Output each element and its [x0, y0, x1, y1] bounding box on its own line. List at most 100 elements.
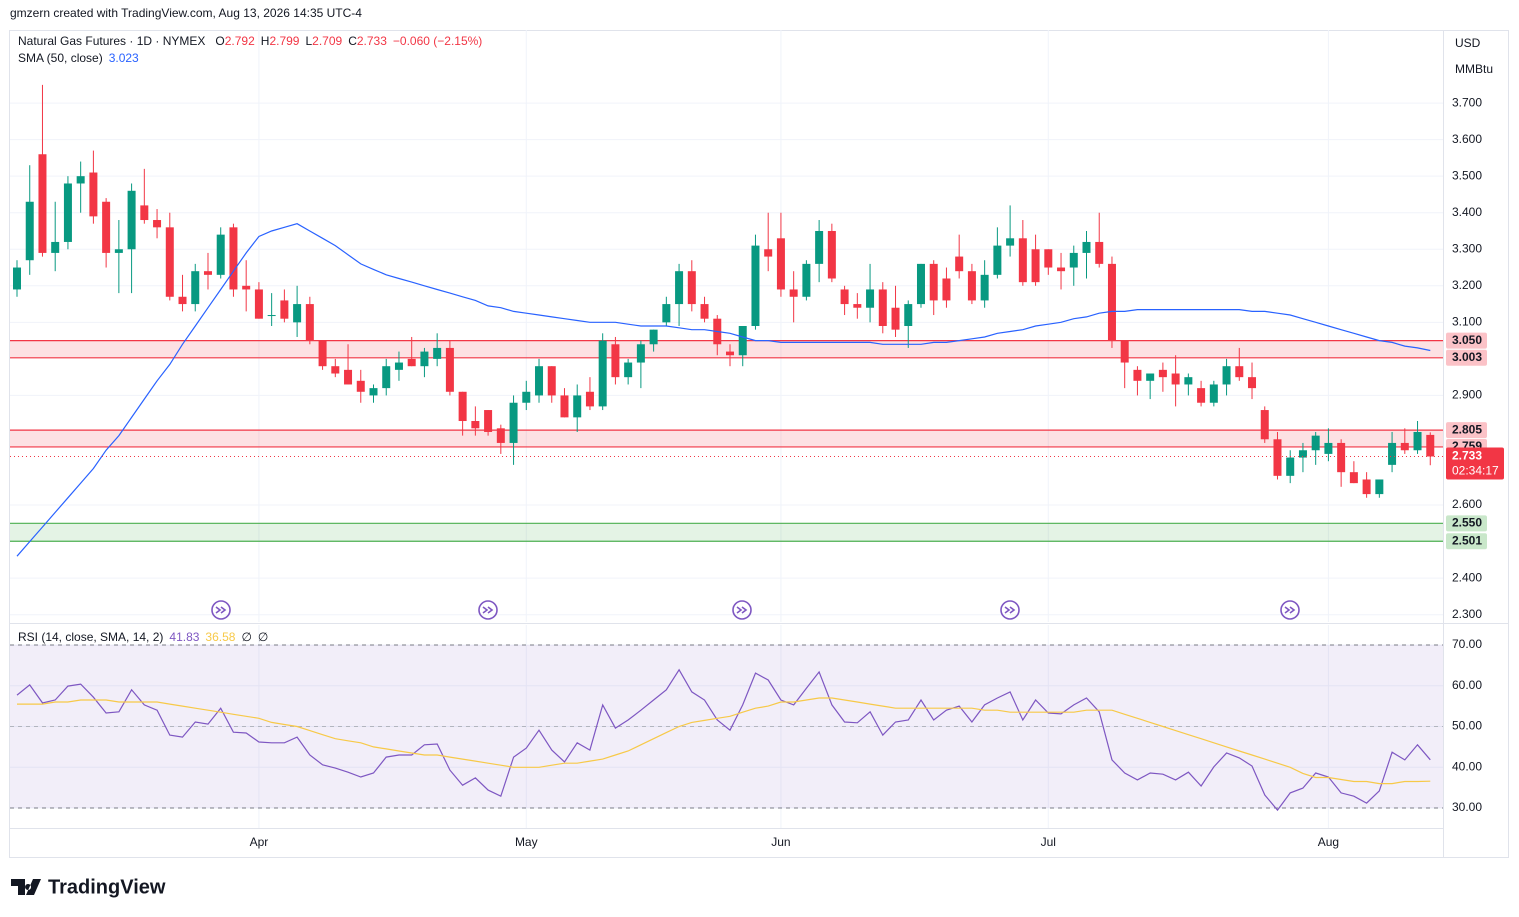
candle-body: [878, 289, 887, 326]
footer-logo: TradingView: [11, 876, 166, 898]
candle-body: [1324, 442, 1333, 454]
candle-body: [433, 347, 442, 359]
candle-body: [687, 271, 696, 305]
candle-body: [331, 366, 340, 374]
candle-body: [585, 391, 594, 407]
y-tick-label: 2.900: [1452, 388, 1482, 402]
candle-body: [815, 230, 824, 264]
candle-body: [547, 366, 556, 396]
sma-line: [16, 223, 1431, 557]
candle-body: [840, 289, 849, 305]
rsi-value: 36.58: [205, 630, 235, 644]
y-tick-label: 3.300: [1452, 241, 1482, 255]
candle-body: [305, 304, 314, 341]
candle-body: [1057, 267, 1066, 272]
candle-body: [344, 369, 353, 385]
event-icon[interactable]: [732, 600, 752, 620]
zone: [10, 430, 1443, 447]
candle-body: [904, 304, 913, 326]
candle-body: [318, 340, 327, 367]
sma-name: SMA (50, close): [18, 51, 103, 65]
candle-body: [1248, 377, 1257, 389]
candle-body: [1413, 431, 1422, 451]
candle-body: [242, 285, 251, 290]
candle-body: [1031, 249, 1040, 283]
event-icons: [211, 600, 1300, 620]
candle-body: [1044, 249, 1053, 268]
zone: [10, 340, 1443, 358]
currency: USD: [1455, 36, 1481, 50]
candle-body: [1426, 434, 1435, 457]
candle-body: [891, 307, 900, 330]
logo-icon: [11, 879, 41, 895]
zone-label-bg: [1446, 533, 1487, 550]
rsi-value: 41.83: [169, 630, 199, 644]
rsi-na: ∅: [258, 630, 268, 644]
countdown: 02:34:17: [1452, 464, 1499, 478]
rsi-line: [17, 697, 1431, 785]
candle-body: [1362, 479, 1371, 495]
ohlc-key: L: [305, 34, 312, 48]
candle-body: [458, 391, 467, 422]
candle-body: [394, 362, 403, 370]
zone-label-bg: [1446, 332, 1487, 349]
event-icon[interactable]: [211, 600, 231, 620]
y-tick-label: 2.300: [1452, 607, 1482, 621]
candle-body: [993, 245, 1002, 275]
candle-body: [1337, 442, 1346, 473]
candle-body: [293, 304, 302, 323]
symbol-legend: Natural Gas Futures · 1D · NYMEX O2.792 H2…: [18, 34, 482, 48]
candle-body: [929, 263, 938, 301]
candle-body: [1222, 366, 1231, 385]
candle-body: [700, 304, 709, 319]
event-icon[interactable]: [478, 600, 498, 620]
ohlc-key: H: [261, 34, 270, 48]
rsi-tick-label: 60.00: [1452, 678, 1482, 692]
candle-body: [496, 428, 505, 443]
candle-body: [38, 154, 47, 253]
ohlc-value: 2.799: [269, 34, 299, 48]
candle-body: [866, 289, 875, 308]
brand: TradingView: [48, 876, 166, 898]
y-tick-label: 3.700: [1452, 95, 1482, 109]
zone-label: 2.805: [1452, 422, 1482, 436]
candle-body: [1298, 450, 1307, 458]
candle-body: [1018, 238, 1027, 283]
last-price-label: 2.733: [1452, 449, 1482, 463]
candle-body: [51, 241, 60, 253]
candle-body: [254, 289, 263, 319]
candle-body: [407, 358, 416, 367]
candle-body: [649, 329, 658, 345]
candle-body: [1133, 369, 1142, 381]
y-tick-label: 3.600: [1452, 132, 1482, 146]
rsi-tick-label: 70.00: [1452, 637, 1482, 651]
y-tick-label: 3.200: [1452, 278, 1482, 292]
candle-body: [853, 304, 862, 308]
event-icon[interactable]: [1000, 600, 1020, 620]
candle-body: [1209, 384, 1218, 403]
zone-label: 2.501: [1452, 533, 1482, 547]
event-icon[interactable]: [1280, 600, 1300, 620]
candle-body: [726, 351, 735, 356]
rsi-na: ∅: [241, 630, 251, 644]
y-tick-label: 2.600: [1452, 497, 1482, 511]
rsi-tick-label: 40.00: [1452, 759, 1482, 773]
candle-body: [509, 402, 518, 443]
candle-body: [1082, 241, 1091, 253]
candle-body: [967, 271, 976, 301]
candle-body: [611, 344, 620, 378]
candle-body: [127, 190, 136, 250]
zone-label-bg: [1446, 349, 1487, 366]
candle-body: [916, 263, 925, 305]
symbol: Natural Gas Futures · 1D · NYMEX: [18, 34, 205, 48]
candle-body: [1184, 377, 1193, 385]
candle-body: [25, 201, 34, 261]
candle-body: [13, 267, 22, 290]
candle-body: [356, 380, 365, 392]
candle-body: [1349, 472, 1358, 484]
candle-body: [636, 344, 645, 363]
x-tick-label: Jul: [1041, 835, 1056, 849]
rsi-title: RSI (14, close, SMA, 14, 2): [18, 630, 163, 644]
candle-body: [1158, 369, 1167, 378]
